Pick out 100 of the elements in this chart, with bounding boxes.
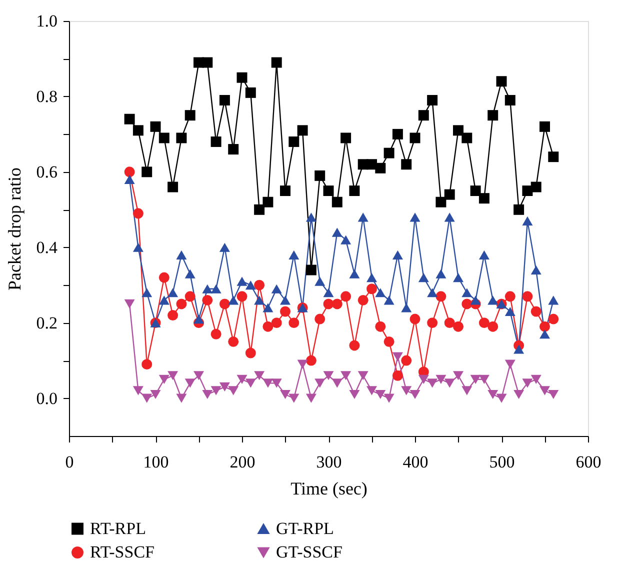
point	[444, 378, 455, 388]
point	[271, 378, 282, 388]
point	[540, 121, 550, 132]
point	[522, 291, 533, 302]
point	[504, 291, 516, 302]
point	[349, 186, 360, 196]
point	[219, 382, 230, 392]
point	[124, 166, 135, 178]
point	[375, 321, 386, 332]
point	[504, 94, 516, 106]
point	[401, 303, 412, 312]
point	[504, 306, 516, 316]
point	[478, 318, 490, 328]
point	[288, 394, 300, 403]
y-tick-label: 0.2	[36, 313, 58, 332]
point	[176, 394, 187, 403]
point	[504, 360, 516, 369]
point	[340, 235, 352, 244]
point	[184, 291, 196, 302]
point	[384, 148, 394, 158]
point	[332, 196, 342, 208]
point	[522, 216, 533, 226]
point	[158, 296, 170, 305]
x-axis-title: Time (sec)	[290, 478, 368, 498]
point	[444, 189, 455, 200]
point	[150, 390, 161, 400]
point	[470, 374, 481, 384]
point	[478, 250, 490, 260]
point	[132, 242, 144, 252]
legend-label: RT-SSCF	[90, 542, 155, 562]
point	[236, 72, 248, 83]
point	[168, 288, 178, 298]
point	[254, 296, 265, 305]
point	[530, 306, 542, 317]
point	[297, 125, 308, 136]
point	[427, 288, 438, 298]
point	[332, 298, 342, 310]
point	[488, 390, 498, 400]
point	[245, 87, 256, 98]
point	[323, 288, 334, 298]
point	[366, 273, 377, 282]
point	[358, 371, 368, 380]
point	[245, 280, 256, 290]
x-tick-label: 500	[489, 452, 515, 472]
point	[262, 303, 274, 312]
point	[176, 132, 187, 144]
point	[306, 264, 316, 276]
point	[323, 298, 334, 310]
point	[219, 242, 230, 252]
x-tick-label: 200	[230, 452, 256, 472]
point	[384, 394, 394, 403]
point	[418, 273, 429, 282]
point	[522, 378, 533, 388]
point	[245, 378, 256, 388]
point	[124, 114, 135, 124]
point	[410, 314, 420, 324]
point	[228, 296, 239, 305]
y-tick-label: 0.0	[36, 388, 58, 408]
point	[314, 170, 326, 181]
point	[176, 250, 187, 260]
point	[323, 186, 334, 196]
point	[236, 276, 248, 286]
point	[332, 378, 342, 388]
point	[401, 355, 412, 366]
point	[280, 390, 290, 400]
point	[288, 318, 300, 328]
point	[124, 299, 135, 308]
point	[314, 378, 326, 388]
point	[184, 378, 196, 388]
point	[349, 390, 360, 400]
point	[245, 348, 256, 358]
point	[436, 196, 446, 208]
point	[392, 352, 403, 362]
point	[401, 159, 412, 170]
point	[132, 386, 144, 396]
point	[375, 390, 386, 400]
y-tick-label: 0.6	[36, 162, 58, 182]
x-tick-label: 400	[402, 452, 428, 472]
point	[150, 121, 161, 132]
point	[349, 340, 360, 351]
point	[530, 265, 542, 275]
point	[194, 371, 204, 380]
point	[453, 273, 464, 282]
point	[202, 390, 213, 400]
point	[219, 94, 230, 106]
point	[340, 132, 352, 144]
point	[254, 204, 265, 215]
point	[470, 186, 481, 196]
point	[219, 298, 230, 310]
x-tick-label: 0	[65, 452, 74, 472]
point	[401, 386, 412, 396]
point	[340, 291, 352, 302]
point	[462, 386, 472, 396]
point	[142, 288, 152, 298]
point	[210, 328, 222, 340]
point	[496, 394, 507, 403]
point	[470, 296, 481, 305]
point	[384, 296, 394, 305]
point	[340, 371, 352, 380]
point	[271, 318, 282, 328]
